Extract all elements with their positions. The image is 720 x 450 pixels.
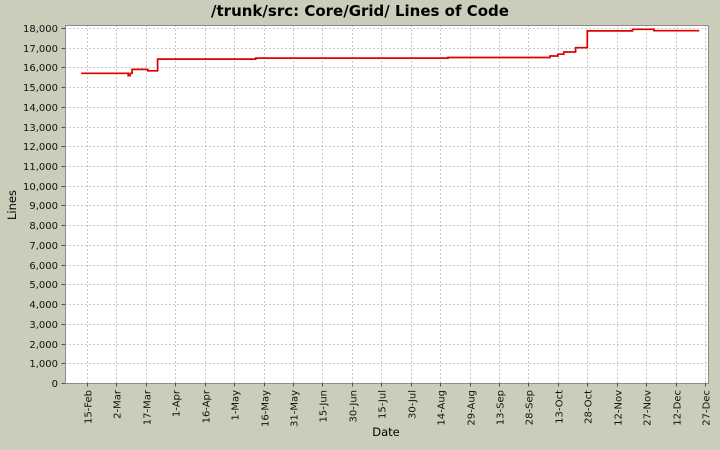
y-tick-label: 12,000 xyxy=(23,142,58,153)
x-tick-label: 15-Jun xyxy=(319,390,330,423)
x-tick-label: 1-Apr xyxy=(172,389,183,417)
y-tick-label: 7,000 xyxy=(29,241,58,252)
y-tick-label: 1,000 xyxy=(29,359,58,370)
x-tick-label: 15-Feb xyxy=(84,390,95,424)
y-tick-label: 3,000 xyxy=(29,320,58,331)
x-tick-label: 12-Dec xyxy=(673,390,684,426)
x-tick-label: 17-Mar xyxy=(143,389,154,425)
x-tick-label: 15-Jul xyxy=(378,390,389,419)
y-tick-label: 6,000 xyxy=(29,261,58,272)
y-tick-label: 4,000 xyxy=(29,300,58,311)
x-tick-label: 2-Mar xyxy=(113,389,124,419)
y-tick-label: 8,000 xyxy=(29,221,58,232)
x-tick-label: 12-Nov xyxy=(614,390,625,426)
y-tick-label: 18,000 xyxy=(23,24,58,35)
x-tick-label: 13-Oct xyxy=(555,390,566,424)
plot-background xyxy=(65,25,708,383)
axis-tick-marks xyxy=(61,28,706,387)
x-tick-label: 28-Sep xyxy=(525,390,536,425)
y-tick-label: 9,000 xyxy=(29,201,58,212)
x-tick-label: 14-Aug xyxy=(437,390,448,426)
y-tick-label: 0 xyxy=(52,379,58,390)
y-tick-label: 14,000 xyxy=(23,103,58,114)
x-tick-label: 27-Nov xyxy=(643,390,654,426)
axis-tick-labels: 0 1,000 2,000 3,000 4,000 5,000 6,000 7,000 8,00… xyxy=(23,24,713,427)
x-tick-label: 30-Jun xyxy=(349,390,360,423)
y-tick-label: 15,000 xyxy=(23,83,58,94)
y-tick-label: 13,000 xyxy=(23,123,58,134)
x-tick-label: 13-Sep xyxy=(496,390,507,425)
y-tick-label: 10,000 xyxy=(23,182,58,193)
x-tick-label: 1-May xyxy=(231,390,242,421)
y-tick-label: 2,000 xyxy=(29,340,58,351)
x-tick-label: 31-May xyxy=(290,390,301,427)
chart-title: /trunk/src: Core/Grid/ Lines of Code xyxy=(211,2,509,20)
x-tick-label: 27-Dec xyxy=(702,390,713,426)
x-tick-label: 30-Jul xyxy=(408,390,419,419)
x-tick-label: 29-Aug xyxy=(467,390,478,426)
x-tick-label: 16-Apr xyxy=(202,389,213,423)
y-tick-label: 16,000 xyxy=(23,63,58,74)
loc-series-line xyxy=(81,28,700,77)
x-axis-title: Date xyxy=(372,425,400,439)
y-tick-label: 5,000 xyxy=(29,280,58,291)
gridlines xyxy=(65,25,708,383)
y-tick-label: 11,000 xyxy=(23,162,58,173)
x-tick-label: 28-Oct xyxy=(584,390,595,424)
plot-outline xyxy=(65,25,709,384)
x-tick-label: 16-May xyxy=(261,390,272,427)
y-tick-label: 17,000 xyxy=(23,44,58,55)
